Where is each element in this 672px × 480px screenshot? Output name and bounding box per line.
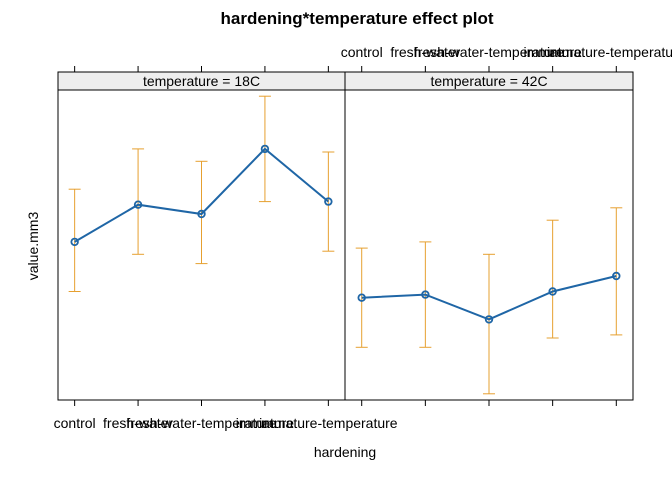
data-point — [612, 271, 621, 281]
x-tick-label-top: fresh-water — [390, 44, 460, 60]
error-bar — [68, 188, 81, 292]
error-bar — [195, 160, 208, 265]
data-point — [357, 293, 366, 302]
x-tick-label-top: control — [341, 44, 383, 60]
effect-line — [361, 275, 617, 321]
y-axis-label: value.mm3 — [25, 212, 41, 281]
panel-strip-label: temperature = 42C — [430, 73, 547, 89]
x-axis-label: hardening — [314, 444, 376, 460]
error-bar — [610, 207, 623, 336]
effect-line — [74, 147, 329, 243]
data-point — [548, 287, 557, 296]
panel-2: temperature = 42C control fresh-waterfresh… — [341, 44, 672, 406]
data-point — [197, 209, 206, 219]
data-point — [421, 290, 430, 299]
error-bar — [483, 253, 495, 395]
x-tick-label: immature-temperature — [259, 415, 398, 431]
data-point — [324, 197, 333, 206]
x-tick-label: fresh-water-temperature — [126, 415, 276, 431]
x-tick-label-top: fresh-water-temperature — [414, 44, 564, 60]
panel-1: temperature = 18C control fresh-waterfresh… — [54, 66, 398, 431]
data-point — [133, 200, 143, 209]
panel-strip-label: temperature = 18C — [143, 73, 260, 89]
data-point — [260, 144, 270, 154]
chart-title: hardening*temperature effect plot — [221, 9, 494, 28]
x-tick-label-top: immature-temperature — [547, 44, 672, 60]
x-tick-label: fresh-water — [103, 415, 173, 431]
x-tick-label: immature — [236, 415, 295, 431]
x-tick-label-top: immature — [523, 44, 582, 60]
data-point — [70, 237, 79, 247]
x-tick-label: control — [54, 415, 96, 431]
data-point — [484, 315, 494, 324]
error-bar — [546, 219, 559, 339]
